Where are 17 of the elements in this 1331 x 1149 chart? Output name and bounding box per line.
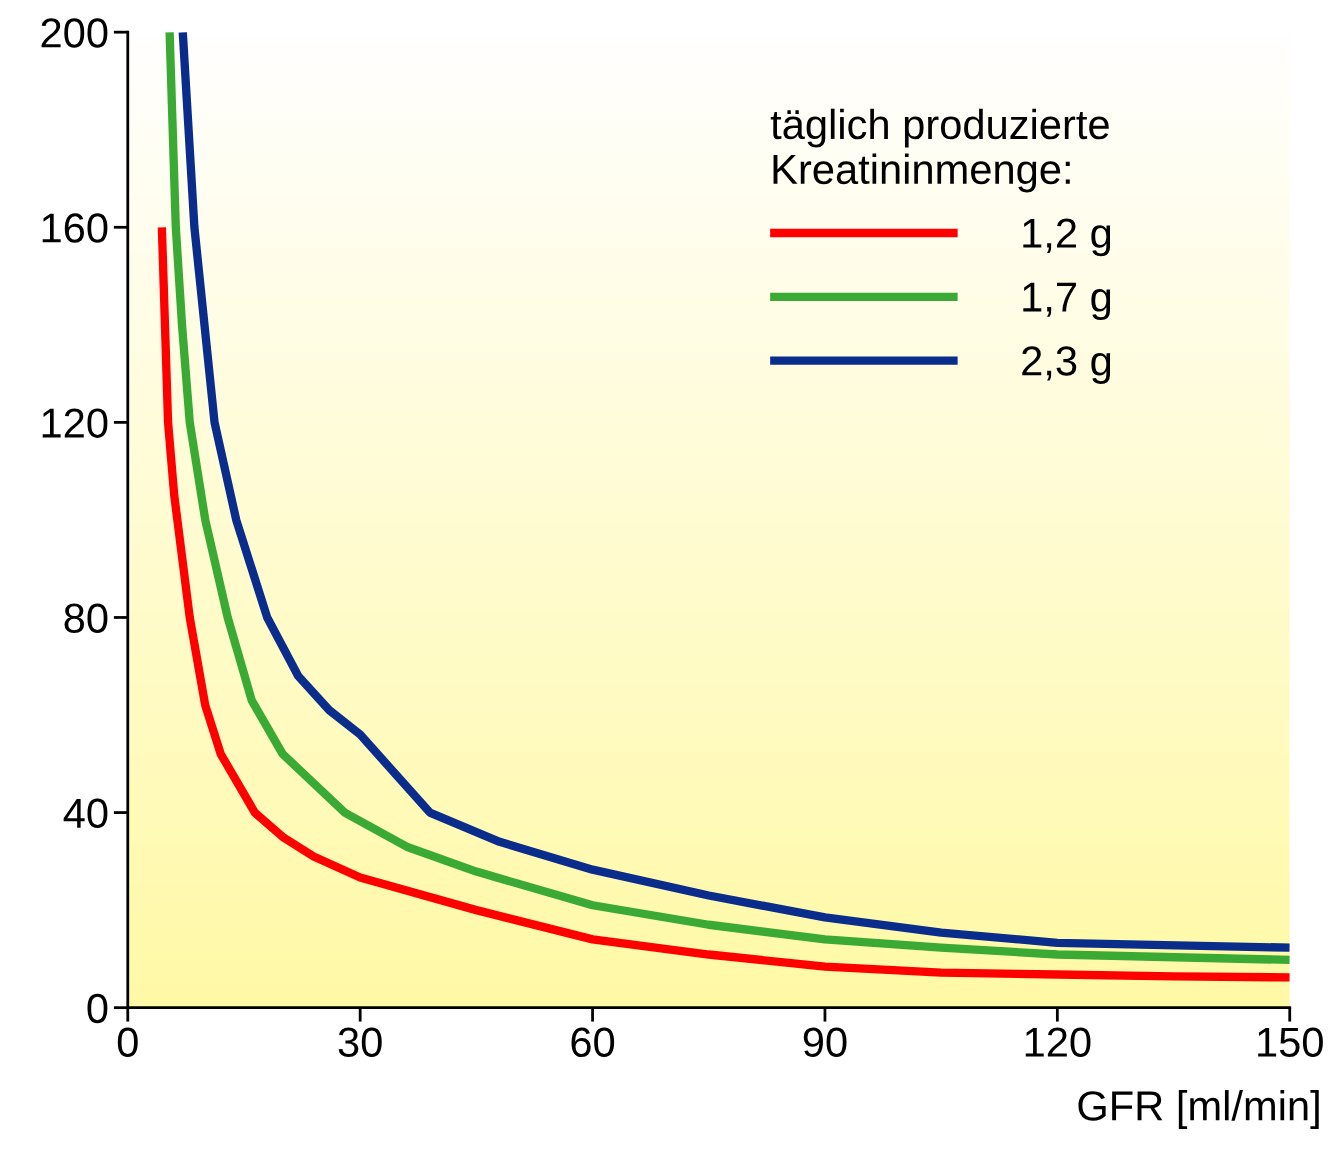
- x-axis-title: GFR [ml/min]: [1078, 1090, 1319, 1129]
- x-tick-label: 30: [338, 1027, 382, 1058]
- y-tick-label: 0: [87, 993, 108, 1024]
- y-tick-label: 200: [41, 18, 108, 48]
- x-tick-label: 90: [803, 1027, 847, 1058]
- legend-title: täglich produzierte Kreatininmenge:: [770, 108, 1109, 193]
- legend-label: 2,3 g: [1022, 346, 1111, 384]
- y-tick-label: 120: [42, 408, 108, 438]
- x-tick-label: 0: [117, 1027, 138, 1058]
- legend-label: 1,2 g: [1023, 218, 1111, 257]
- y-tick-label: 160: [42, 213, 108, 243]
- x-tick-label: 150: [1258, 1027, 1323, 1058]
- y-tick-label: 80: [64, 603, 108, 633]
- x-tick-label: 60: [571, 1027, 615, 1058]
- legend-label: 1,7 g: [1023, 282, 1111, 321]
- y-tick-label: 40: [63, 798, 108, 829]
- x-tick-label: 120: [1025, 1027, 1091, 1058]
